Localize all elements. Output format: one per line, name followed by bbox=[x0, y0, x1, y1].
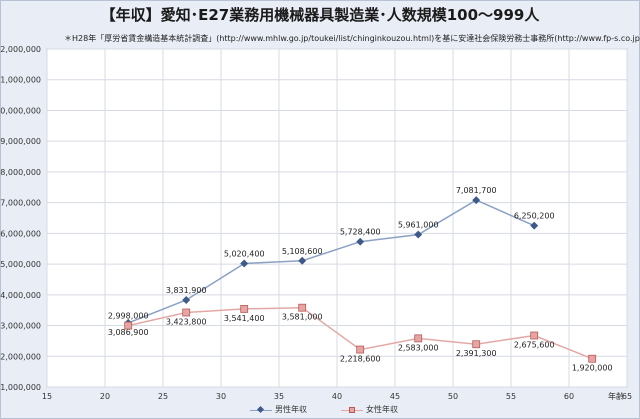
y-tick-label: 2,000,000 bbox=[0, 352, 41, 361]
x-tick-label: 35 bbox=[274, 392, 284, 401]
data-label-female: 1,920,000 bbox=[572, 364, 613, 373]
data-point-male bbox=[530, 221, 539, 230]
legend: 男性年収 女性年収 bbox=[250, 404, 398, 415]
y-tick-label: 9,000,000 bbox=[0, 137, 41, 146]
x-tick-label: 65 bbox=[622, 392, 632, 401]
legend-item-male: 男性年収 bbox=[250, 404, 307, 415]
data-label-female: 2,218,600 bbox=[340, 355, 381, 364]
data-label-male: 6,250,200 bbox=[514, 212, 555, 221]
data-point-male bbox=[182, 296, 191, 304]
y-tick-label: 10,000,000 bbox=[0, 106, 41, 115]
chart-subtitle: ＊H28年「厚労省賃金構造基本統計調査」(http://www.mhlw.go.… bbox=[64, 34, 640, 43]
x-tick-label: 45 bbox=[390, 392, 400, 401]
x-tick-label: 20 bbox=[100, 392, 110, 401]
data-point-male bbox=[356, 237, 365, 246]
x-tick-label: 50 bbox=[448, 392, 458, 401]
data-label-male: 3,086,900 bbox=[108, 328, 149, 337]
data-label-male: 7,081,700 bbox=[456, 186, 497, 195]
chart-title: 【年収】愛知･E27業務用機械器具製造業･人数規模100～999人 bbox=[100, 6, 540, 24]
data-point-male bbox=[472, 196, 481, 205]
data-label-male: 5,961,000 bbox=[398, 221, 439, 230]
y-tick-label: 4,000,000 bbox=[0, 291, 41, 300]
data-point-female bbox=[124, 321, 133, 330]
data-point-female bbox=[240, 305, 249, 313]
y-tick-label: 12,000,000 bbox=[0, 45, 41, 54]
data-label-male: 5,108,600 bbox=[282, 247, 323, 256]
data-label-male: 5,020,400 bbox=[224, 249, 265, 258]
x-tick-label: 55 bbox=[506, 392, 516, 401]
series-line-male bbox=[127, 199, 535, 324]
data-point-female bbox=[182, 308, 191, 317]
legend-female-marker-icon bbox=[341, 406, 363, 414]
data-label-female: 2,998,000 bbox=[108, 312, 149, 321]
legend-female-label: 女性年収 bbox=[366, 405, 398, 414]
data-point-male bbox=[414, 230, 423, 239]
y-tick-label: 5,000,000 bbox=[0, 260, 41, 269]
x-axis-unit: 年齢 bbox=[608, 392, 624, 401]
x-tick-label: 40 bbox=[332, 392, 342, 401]
x-tick-label: 60 bbox=[564, 392, 574, 401]
data-point-male bbox=[240, 259, 249, 268]
x-tick-label: 25 bbox=[158, 392, 168, 401]
data-point-female bbox=[356, 345, 365, 354]
data-point-female bbox=[530, 331, 539, 340]
data-label-male: 5,728,400 bbox=[340, 228, 381, 237]
data-label-female: 3,541,400 bbox=[224, 314, 265, 323]
data-label-female: 2,675,600 bbox=[514, 341, 555, 350]
data-point-female bbox=[588, 354, 597, 363]
data-point-female bbox=[298, 303, 307, 312]
data-label-female: 2,391,300 bbox=[456, 349, 497, 358]
data-point-female bbox=[414, 334, 423, 343]
legend-male-marker-icon bbox=[250, 405, 272, 414]
data-label-female: 3,423,800 bbox=[166, 318, 207, 327]
y-tick-label: 6,000,000 bbox=[0, 229, 41, 238]
y-tick-label: 7,000,000 bbox=[0, 199, 41, 208]
data-label-male: 3,831,900 bbox=[166, 286, 207, 295]
y-tick-label: 8,000,000 bbox=[0, 168, 41, 177]
data-point-female bbox=[472, 340, 481, 349]
y-tick-label: 3,000,000 bbox=[0, 322, 41, 331]
data-label-female: 3,581,000 bbox=[282, 313, 323, 322]
data-label-female: 2,583,000 bbox=[398, 343, 439, 352]
data-point-male bbox=[298, 256, 307, 265]
legend-item-female: 女性年収 bbox=[341, 404, 398, 415]
x-tick-label: 15 bbox=[42, 392, 52, 401]
x-tick-label: 30 bbox=[216, 392, 226, 401]
legend-male-label: 男性年収 bbox=[275, 405, 307, 414]
y-tick-label: 11,000,000 bbox=[0, 76, 41, 85]
y-tick-label: 1,000,000 bbox=[0, 383, 41, 392]
